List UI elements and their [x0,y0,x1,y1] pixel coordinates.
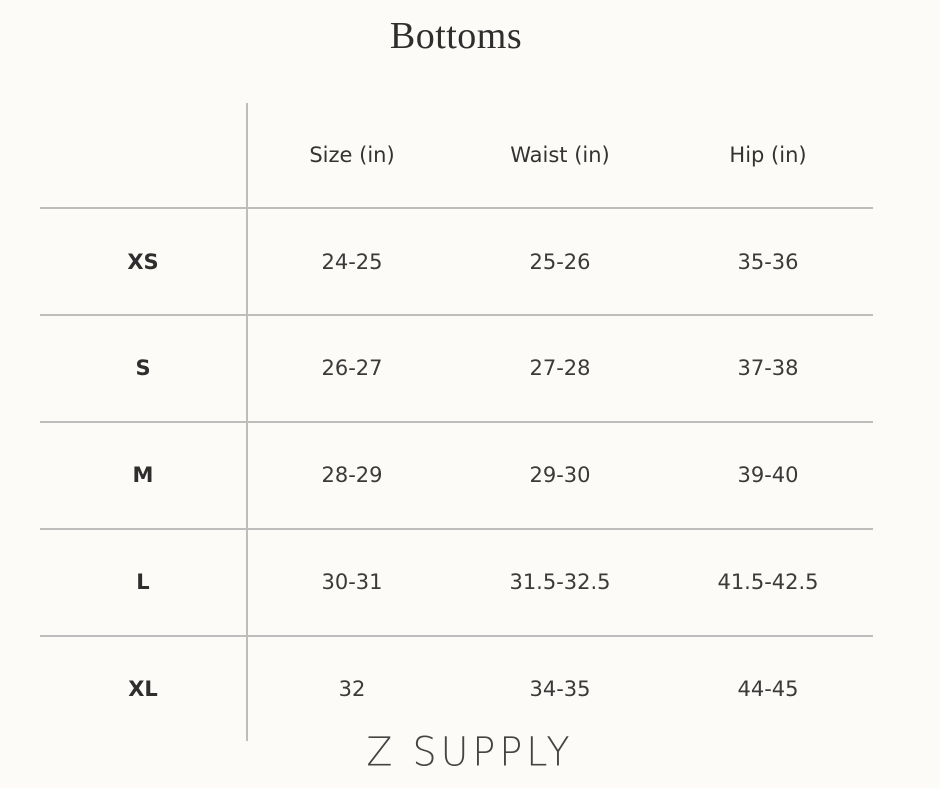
table-cell: 35-36 [737,250,799,274]
column-header-size: Size (in) [309,143,395,167]
column-header-waist: Waist (in) [510,143,610,167]
row-divider [40,314,873,316]
table-cell: 26-27 [321,356,383,380]
table-cell: 30-31 [321,570,383,594]
row-divider [40,635,873,637]
size-label: XS [127,250,159,274]
size-label: XL [128,677,158,701]
table-cell: 24-25 [321,250,383,274]
size-label: L [136,570,150,594]
table-cell: 41.5-42.5 [717,570,819,594]
size-label: M [132,463,154,487]
table-cell: 32 [338,677,366,701]
table-cell: 29-30 [529,463,591,487]
column-header-hip: Hip (in) [729,143,807,167]
brand-logo: Z SUPPLY [366,728,574,776]
table-cell: 37-38 [737,356,799,380]
table-cell: 31.5-32.5 [509,570,611,594]
row-divider [40,421,873,423]
table-cell: 44-45 [737,677,799,701]
table-cell: 25-26 [529,250,591,274]
chart-title: Bottoms [389,15,523,57]
row-divider [40,207,873,209]
table-cell: 28-29 [321,463,383,487]
size-label: S [135,356,151,380]
table-cell: 39-40 [737,463,799,487]
row-divider [40,528,873,530]
table-cell: 27-28 [529,356,591,380]
table-cell: 34-35 [529,677,591,701]
